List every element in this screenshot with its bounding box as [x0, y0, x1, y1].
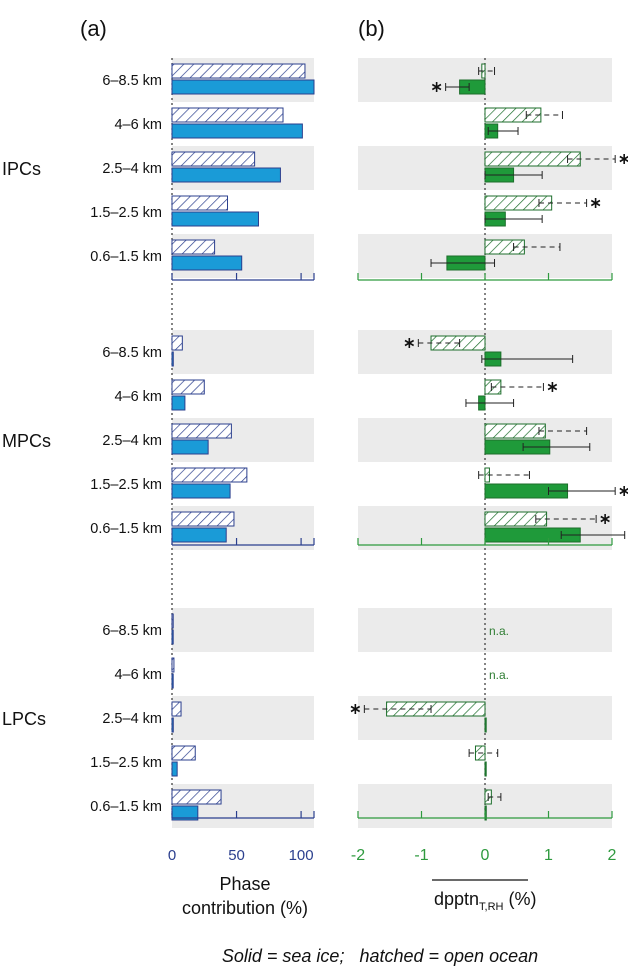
star-stroke [431, 83, 442, 91]
grey-band-a [172, 608, 314, 652]
bar-solid [171, 79, 315, 95]
row-label: 4–6 km [114, 117, 162, 133]
bar-solid-b [484, 717, 487, 733]
na-label: n.a. [489, 624, 509, 638]
star-stroke [600, 515, 610, 523]
bar-hatched [171, 613, 174, 629]
star-stroke [619, 487, 628, 495]
row-label: 6–8.5 km [102, 73, 162, 89]
row-label: 1.5–2.5 km [90, 477, 162, 493]
x-axis-title-a-line1: Phase [219, 874, 270, 894]
bar-solid [171, 351, 174, 367]
bar-solid [171, 439, 209, 455]
significance-star [350, 704, 361, 714]
bar-solid [171, 123, 303, 139]
significance-star [547, 382, 558, 392]
row-label: 2.5–4 km [102, 161, 162, 177]
row-label: 0.6–1.5 km [90, 249, 162, 265]
bar-hatched [171, 151, 256, 167]
row-label: 4–6 km [114, 389, 162, 405]
xlabel-subscript: T,RH [479, 901, 504, 913]
bar-hatched-b [484, 423, 546, 439]
row-label: 6–8.5 km [102, 345, 162, 361]
bar-solid [171, 483, 231, 499]
xlabel-main: dpptn [434, 889, 479, 909]
bar-hatched [171, 511, 235, 527]
significance-star [431, 82, 442, 92]
bar-solid [171, 717, 174, 733]
bar-hatched [171, 335, 183, 351]
bar-solid [171, 629, 174, 645]
bar-solid [171, 673, 174, 689]
bar-hatched [171, 195, 229, 211]
bar-solid [171, 255, 243, 271]
bar-hatched [171, 657, 175, 673]
group-label-lpcs: LPCs [2, 709, 46, 729]
bar-solid [171, 211, 259, 227]
bar-hatched [171, 379, 205, 395]
bar-hatched [171, 63, 306, 79]
bar-hatched-b [484, 151, 581, 167]
significance-star [619, 486, 628, 496]
group-label-ipcs: IPCs [2, 159, 41, 179]
x-tick-label-b: 0 [481, 847, 490, 864]
row-label: 2.5–4 km [102, 711, 162, 727]
x-tick-label-b: 1 [544, 847, 553, 864]
grey-band-a [172, 696, 314, 740]
x-axis-title-a-line2: contribution (%) [182, 898, 308, 918]
row-label: 0.6–1.5 km [90, 799, 162, 815]
bar-hatched [171, 239, 216, 255]
bar-hatched [171, 701, 182, 717]
row-label: 1.5–2.5 km [90, 205, 162, 221]
x-tick-label-b: -2 [351, 847, 365, 864]
row-label: 1.5–2.5 km [90, 755, 162, 771]
star-stroke [590, 199, 601, 207]
bar-hatched [171, 107, 284, 123]
xlabel-unit: (%) [504, 889, 537, 909]
star-stroke [350, 705, 361, 713]
row-label: 6–8.5 km [102, 623, 162, 639]
x-tick-label-a: 100 [289, 847, 314, 864]
bar-solid [171, 761, 178, 777]
x-tick-label-a: 0 [168, 847, 176, 864]
bar-hatched-b [484, 107, 542, 123]
bar-hatched [171, 745, 196, 761]
grey-band-a [172, 330, 314, 374]
panel-b-label: (b) [358, 16, 385, 41]
significance-star [600, 514, 610, 524]
x-axis-title-b: dpptnT,RH (%) [434, 889, 537, 913]
star-stroke [547, 383, 558, 391]
footnote: Solid = sea ice; hatched = open ocean [222, 946, 538, 966]
bar-hatched [171, 423, 232, 439]
x-tick-label-b: 2 [608, 847, 617, 864]
group-label-mpcs: MPCs [2, 431, 51, 451]
significance-star [404, 338, 415, 348]
star-stroke [619, 155, 628, 163]
bar-hatched [171, 467, 248, 483]
x-tick-label-b: -1 [414, 847, 428, 864]
na-label: n.a. [489, 668, 509, 682]
row-label: 4–6 km [114, 667, 162, 683]
bar-solid [171, 167, 281, 183]
bar-solid-b [484, 761, 487, 777]
x-tick-label-a: 50 [228, 847, 245, 864]
panel-a-label: (a) [80, 16, 107, 41]
significance-star [619, 154, 628, 164]
row-label: 2.5–4 km [102, 433, 162, 449]
star-stroke [404, 339, 415, 347]
row-label: 0.6–1.5 km [90, 521, 162, 537]
significance-star [590, 198, 601, 208]
bar-hatched [171, 789, 222, 805]
bar-solid [171, 395, 186, 411]
bar-solid [171, 527, 227, 543]
